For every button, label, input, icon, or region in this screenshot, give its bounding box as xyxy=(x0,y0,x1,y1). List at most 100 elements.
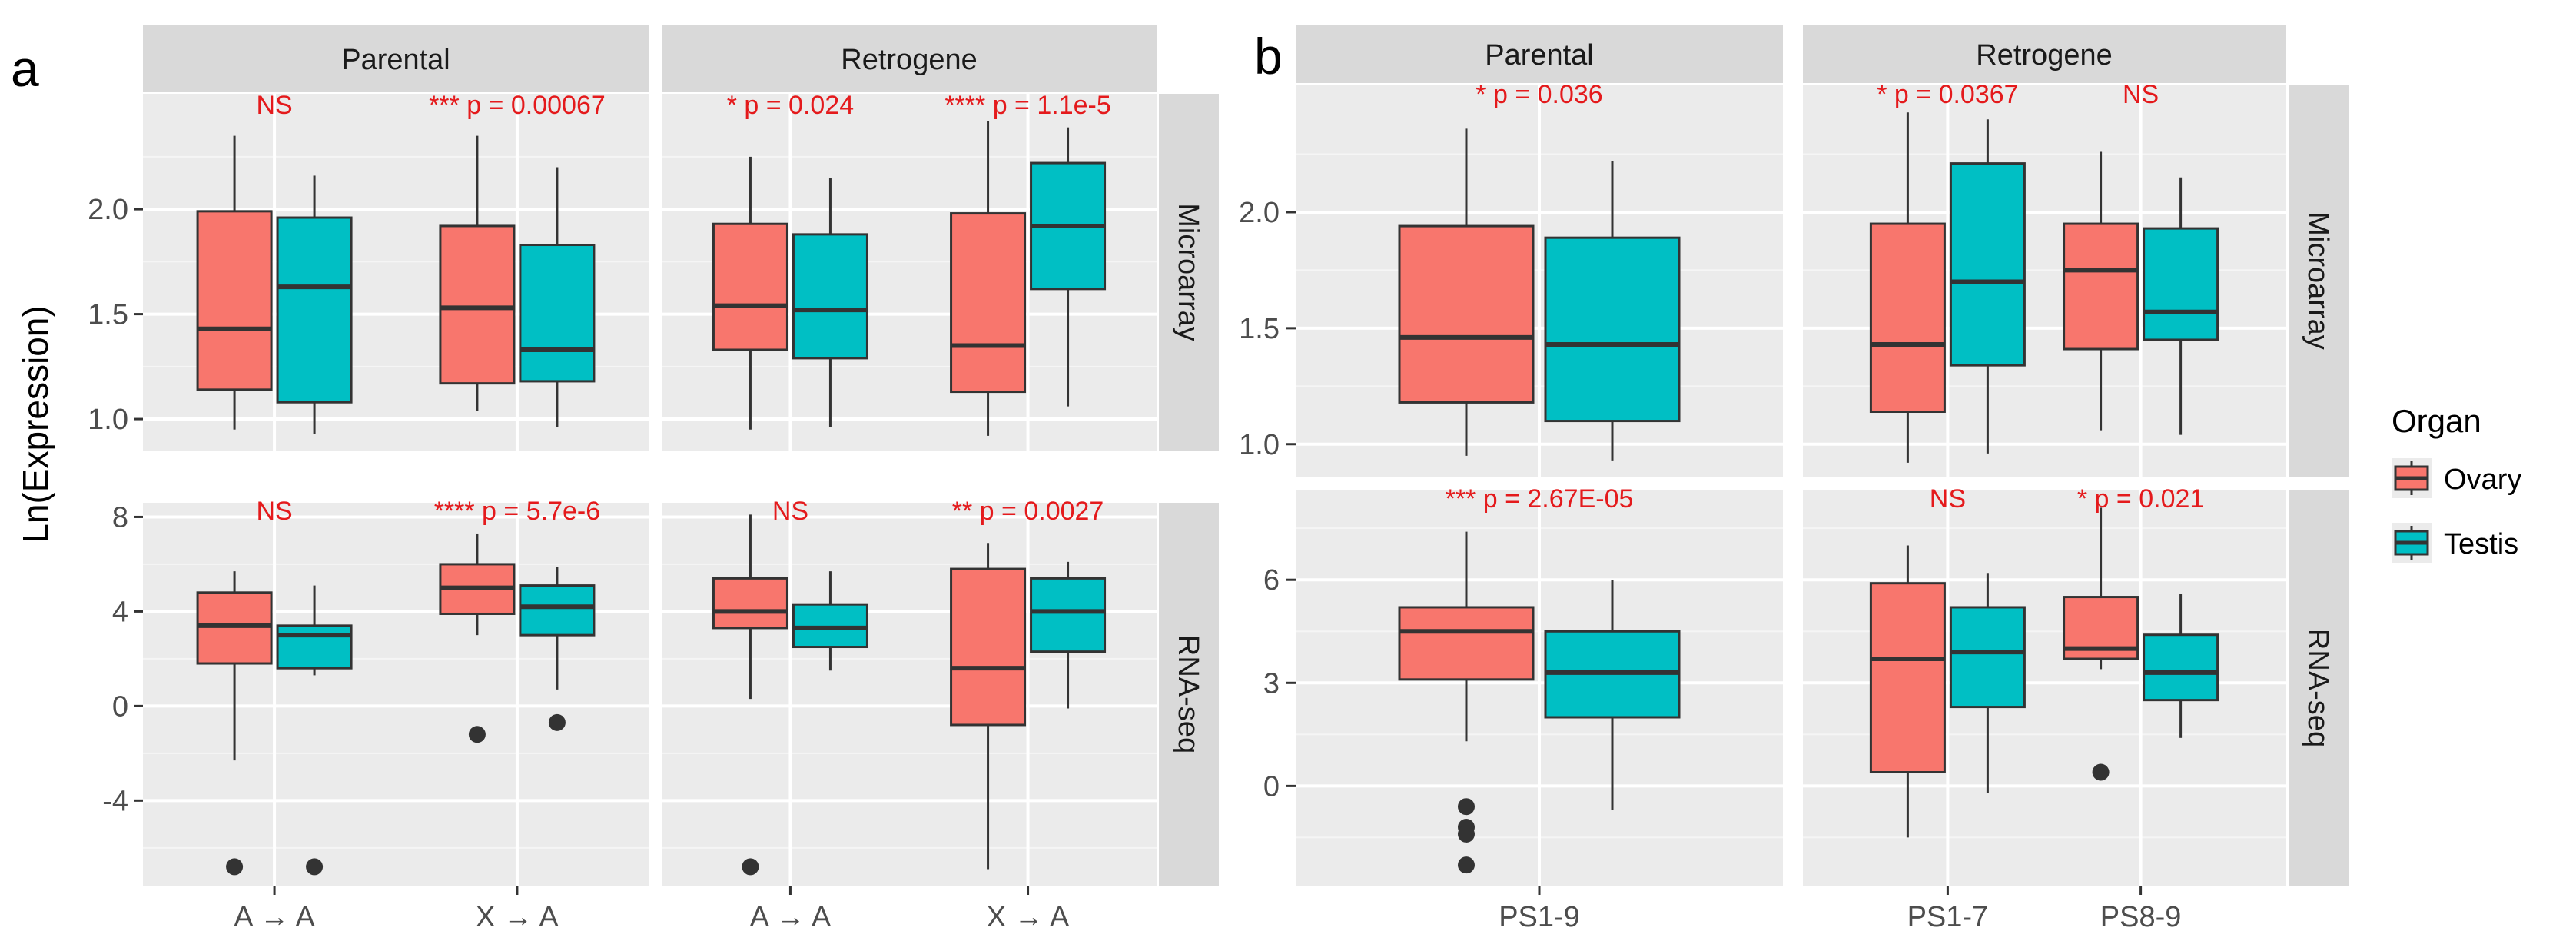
significance-label: * p = 0.036 xyxy=(1476,80,1602,109)
box-testis xyxy=(1544,580,1681,810)
significance-label: **** p = 5.7e-6 xyxy=(434,497,600,526)
legend-label-testis: Testis xyxy=(2444,528,2518,560)
facet-row-strip-label: RNA-seq xyxy=(2302,629,2334,747)
box-ovary xyxy=(196,571,273,876)
facet-row-strip-microarray xyxy=(2289,85,2349,477)
box-testis xyxy=(276,585,353,876)
panel-background xyxy=(143,503,649,886)
box-testis xyxy=(1949,573,2026,793)
box-outlier-point xyxy=(1458,798,1475,816)
facet-row-strip-rna-seq xyxy=(1159,503,1219,886)
significance-label: *** p = 0.00067 xyxy=(429,91,606,120)
y-tick-label: 6 xyxy=(1263,564,1280,597)
box-iqr xyxy=(1544,236,1681,423)
significance-annotations: NS ** p = 0.0027 xyxy=(772,497,1104,526)
facet-row-strip-label: Microarray xyxy=(1172,203,1204,341)
significance-label: * p = 0.021 xyxy=(2077,484,2204,514)
panel-retrogene-microarray: * p = 0.024 **** p = 1.1e-5 xyxy=(662,91,1157,451)
box-testis xyxy=(1030,561,1107,709)
box-iqr xyxy=(950,567,1027,727)
legend-item-ovary: Ovary xyxy=(2392,458,2521,498)
facet-strip-retrogene xyxy=(1803,25,2286,83)
x-tick-label: PS8-9 xyxy=(2100,901,2182,933)
panel-b-label: b xyxy=(1254,28,1283,85)
significance-label: * p = 0.0367 xyxy=(1877,80,2018,109)
box-iqr xyxy=(950,212,1027,394)
legend-title: Organ xyxy=(2392,403,2481,439)
legend: Organ Ovary Testis xyxy=(2392,403,2521,563)
legend-item-testis: Testis xyxy=(2392,523,2518,563)
box-testis xyxy=(2143,177,2219,435)
box-iqr xyxy=(1869,582,1946,774)
panel-retrogene-rna-seq: NS * p = 0.021 xyxy=(1803,484,2286,886)
significance-annotations: * p = 0.024 **** p = 1.1e-5 xyxy=(727,91,1111,120)
box-outlier-point xyxy=(226,858,244,876)
box-testis xyxy=(276,175,353,434)
box-outlier-point xyxy=(2092,763,2110,781)
facet-strip-label: Parental xyxy=(341,44,450,76)
significance-label: NS xyxy=(2123,80,2159,109)
panel-background xyxy=(662,503,1157,886)
box-ovary xyxy=(1869,545,1946,838)
x-tick-label: X → A xyxy=(476,901,559,933)
box-iqr xyxy=(2143,227,2219,341)
box-outlier-point xyxy=(742,858,759,876)
box-iqr xyxy=(1398,606,1535,681)
box-outlier-point xyxy=(1458,825,1475,843)
box-iqr xyxy=(1949,162,2026,367)
significance-label: * p = 0.024 xyxy=(727,91,854,120)
y-tick-label: 8 xyxy=(112,501,128,534)
panel-parental-microarray: NS *** p = 0.00067 xyxy=(143,91,649,451)
x-tick-label: A → A xyxy=(750,901,832,933)
significance-label: NS xyxy=(256,497,292,526)
significance-label: NS xyxy=(1930,484,1966,514)
chart-area: Parental Retrogene Microarray RNA-seq 1.0 1.5… xyxy=(88,25,2349,933)
box-ovary xyxy=(196,135,273,430)
significance-label: NS xyxy=(772,497,808,526)
significance-label: NS xyxy=(256,91,292,120)
box-ovary xyxy=(2063,507,2139,781)
y-tick-label: 3 xyxy=(1263,667,1280,700)
x-tick-label: PS1-7 xyxy=(1907,901,1989,933)
box-testis xyxy=(1544,161,1681,461)
significance-annotations: *** p = 2.67E-05 xyxy=(1446,484,1634,514)
box-testis xyxy=(1030,127,1107,407)
box-iqr xyxy=(2063,222,2139,351)
box-ovary xyxy=(1398,531,1535,874)
box-iqr xyxy=(1869,222,1946,414)
box-testis xyxy=(1949,119,2026,454)
significance-annotations: NS **** p = 5.7e-6 xyxy=(256,497,600,526)
significance-annotations: * p = 0.0367 NS xyxy=(1877,80,2159,109)
box-outlier-point xyxy=(1458,856,1475,874)
y-tick-label: 4 xyxy=(112,596,128,628)
y-tick-label: 1.5 xyxy=(1239,313,1280,345)
significance-label: **** p = 1.1e-5 xyxy=(944,91,1110,120)
box-iqr xyxy=(712,222,788,351)
facet-row-strip-microarray xyxy=(1159,94,1219,451)
box-iqr xyxy=(276,216,353,404)
box-outlier-point xyxy=(548,713,566,731)
box-testis xyxy=(2143,594,2219,738)
box-testis xyxy=(792,178,868,427)
box-outlier-point xyxy=(306,858,324,876)
significance-label: *** p = 2.67E-05 xyxy=(1446,484,1634,514)
box-testis xyxy=(792,571,868,671)
box-iqr xyxy=(519,584,596,637)
box-ovary xyxy=(950,543,1027,870)
panel-parental-microarray: * p = 0.036 xyxy=(1296,80,1783,477)
panel-parental-rna-seq: NS **** p = 5.7e-6 xyxy=(143,497,649,886)
box-iqr xyxy=(792,603,868,649)
box-ovary xyxy=(2063,151,2139,431)
box-iqr xyxy=(196,210,273,391)
facet-strip-label: Retrogene xyxy=(1976,39,2112,71)
box-ovary xyxy=(1398,128,1535,456)
box-iqr xyxy=(519,244,596,383)
box-ovary xyxy=(1869,112,1946,463)
box-iqr xyxy=(792,233,868,360)
box-ovary xyxy=(712,514,788,876)
facet-strip-parental xyxy=(143,25,649,92)
box-iqr xyxy=(1398,224,1535,404)
facet-strip-label: Retrogene xyxy=(841,44,977,76)
box-iqr xyxy=(439,224,516,385)
